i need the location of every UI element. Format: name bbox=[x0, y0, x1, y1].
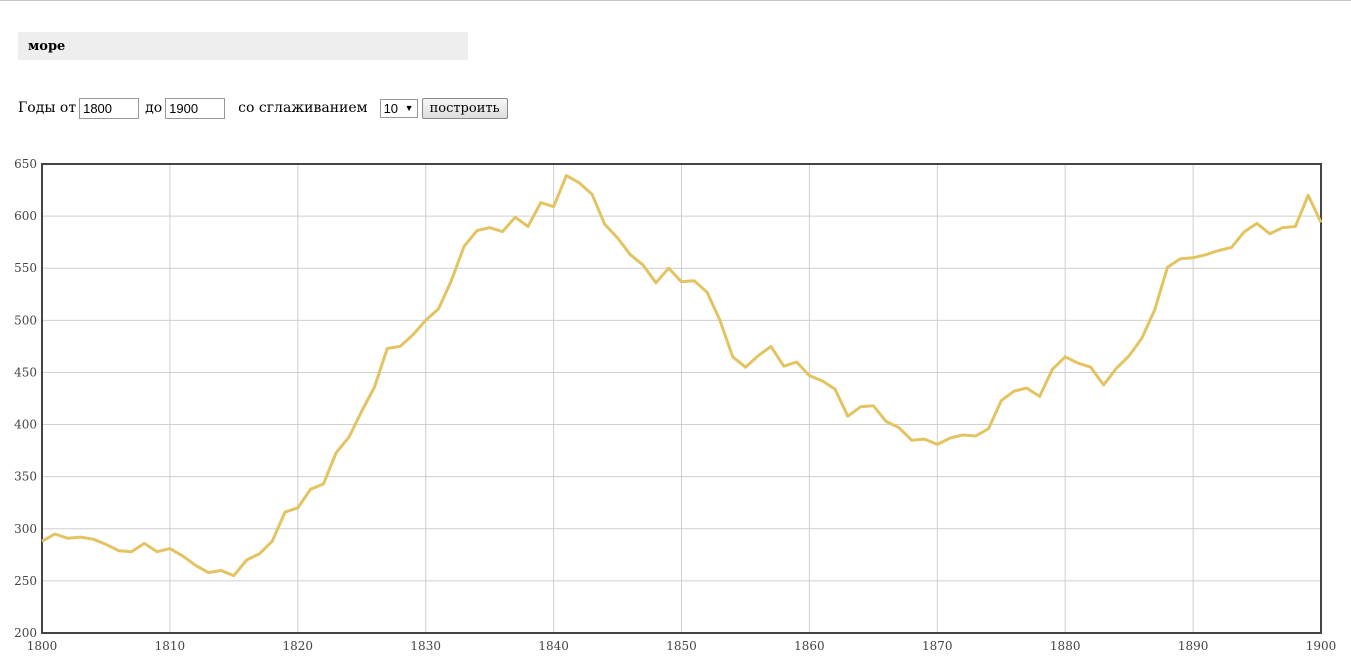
y-tick-label: 350 bbox=[14, 470, 37, 484]
query-box[interactable]: море bbox=[18, 32, 468, 60]
plot-frame bbox=[41, 163, 1322, 634]
x-tick-label: 1840 bbox=[538, 639, 569, 653]
x-tick-label: 1870 bbox=[922, 639, 953, 653]
x-tick-label: 1850 bbox=[666, 639, 697, 653]
y-tick-label: 250 bbox=[14, 574, 37, 588]
smoothing-value: 10 bbox=[383, 100, 399, 116]
x-tick-label: 1800 bbox=[27, 639, 58, 653]
controls-row: Годы от до со сглаживанием 10 ▼ построит… bbox=[18, 97, 508, 119]
y-tick-label: 500 bbox=[14, 313, 37, 327]
x-tick-label: 1890 bbox=[1178, 639, 1209, 653]
years-from-label: Годы от bbox=[18, 100, 77, 116]
to-label: до bbox=[145, 100, 163, 116]
x-tick-label: 1900 bbox=[1306, 639, 1337, 653]
year-to-input[interactable] bbox=[165, 97, 226, 119]
year-from-input[interactable] bbox=[79, 97, 140, 119]
y-tick-label: 300 bbox=[14, 522, 37, 536]
x-tick-label: 1860 bbox=[794, 639, 825, 653]
x-tick-label: 1830 bbox=[410, 639, 441, 653]
dropdown-arrow-icon: ▼ bbox=[404, 103, 414, 113]
y-tick-label: 400 bbox=[14, 418, 37, 432]
chart-grid bbox=[41, 163, 1322, 634]
y-tick-label: 200 bbox=[14, 626, 37, 640]
y-tick-label: 650 bbox=[14, 157, 37, 171]
line-chart: 1800 1810 1820 1830 1840 1850 1860 1870 1880 1890… bbox=[14, 157, 1337, 653]
smoothing-label: со сглаживанием bbox=[238, 100, 368, 116]
x-tick-label: 1880 bbox=[1050, 639, 1081, 653]
y-axis-ticks: 200 250 300 350 400 450 500 550 600 650 bbox=[14, 157, 37, 640]
query-text: море bbox=[28, 39, 66, 54]
series-line bbox=[41, 174, 1323, 578]
x-tick-label: 1810 bbox=[155, 639, 186, 653]
x-axis-ticks: 1800 1810 1820 1830 1840 1850 1860 1870 1880 1890… bbox=[27, 639, 1337, 653]
top-border-line bbox=[0, 0, 1351, 1]
x-tick-label: 1820 bbox=[283, 639, 314, 653]
y-tick-label: 450 bbox=[14, 365, 37, 379]
smoothing-select[interactable]: 10 ▼ bbox=[379, 98, 418, 118]
build-button[interactable]: построить bbox=[421, 97, 508, 119]
y-tick-label: 550 bbox=[14, 261, 37, 275]
y-tick-label: 600 bbox=[14, 209, 37, 223]
